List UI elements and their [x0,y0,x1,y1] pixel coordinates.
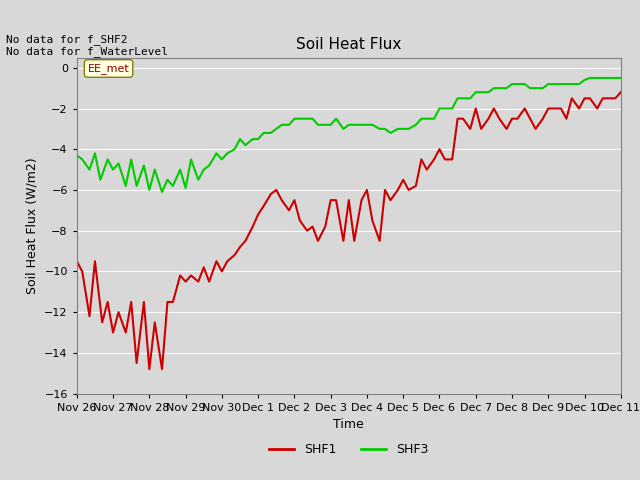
SHF1 [205,279,213,285]
SHF3 [617,75,625,81]
SHF1 [218,268,226,274]
SHF1 [73,258,81,264]
X-axis label: Time: Time [333,418,364,431]
SHF3 [158,189,166,195]
Text: EE_met: EE_met [88,63,129,74]
SHF1 [145,366,153,372]
SHF3 [611,75,619,81]
SHF3 [73,153,81,158]
SHF1 [611,96,619,101]
SHF1 [604,96,612,101]
Text: No data for f_SHF2
No data for f_WaterLevel: No data for f_SHF2 No data for f_WaterLe… [6,34,168,57]
SHF3 [140,163,148,168]
SHF3 [586,75,594,81]
SHF1 [539,116,547,121]
SHF1 [140,299,148,305]
Title: Soil Heat Flux: Soil Heat Flux [296,37,401,52]
SHF3 [539,85,547,91]
Legend: SHF1, SHF3: SHF1, SHF3 [264,438,434,461]
Line: SHF3: SHF3 [77,78,621,192]
SHF1 [617,89,625,95]
SHF3 [394,126,402,132]
Y-axis label: Soil Heat Flux (W/m2): Soil Heat Flux (W/m2) [26,157,38,294]
SHF3 [218,156,226,162]
SHF3 [205,163,213,168]
Line: SHF1: SHF1 [77,92,621,369]
